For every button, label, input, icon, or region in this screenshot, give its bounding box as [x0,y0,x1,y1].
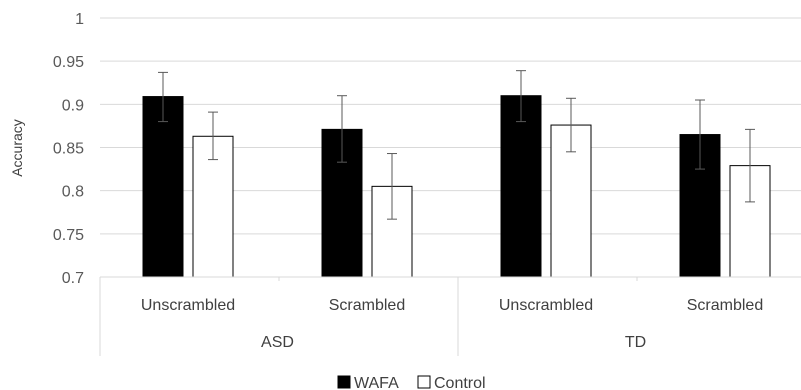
y-tick-label: 0.9 [62,97,84,114]
error-bar-control-1 [387,153,397,220]
bars [142,95,771,278]
y-tick-label: 0.7 [62,270,84,287]
y-tick-label: 0.75 [53,227,84,244]
x-category-label: Unscrambled [499,297,593,314]
x-category-label: Scrambled [687,297,763,314]
error-bar-control-3 [745,128,755,203]
legend-swatch [417,375,431,389]
y-axis-title: Accuracy [9,119,25,177]
bar-wafa-0 [142,96,184,278]
legend-item-control: Control [417,375,486,390]
error-bar-control-0 [208,111,218,161]
error-bars [158,70,755,220]
x-group-label: ASD [261,334,294,351]
error-bar-wafa-1 [337,95,347,163]
x-axis: Unscrambled Scrambled ASD Unscrambled Scramb… [99,276,801,356]
error-bar-wafa-3 [695,99,705,170]
error-bar-wafa-2 [516,70,526,123]
legend-label: Control [434,375,486,390]
legend-label: WAFA [354,375,399,390]
x-category-label: Unscrambled [141,297,235,314]
y-tick-label: 1 [75,11,84,28]
x-group-label: TD [625,334,646,351]
y-axis-ticks: 0.7 0.75 0.8 0.85 0.9 0.95 1 [53,11,84,287]
y-tick-label: 0.8 [62,184,84,201]
error-bar-control-2 [566,97,576,153]
y-tick-label: 0.95 [53,54,84,71]
bar-wafa-2 [500,95,542,278]
legend-item-wafa: WAFA [337,375,399,390]
error-bar-wafa-0 [158,71,168,123]
x-category-label: Scrambled [329,297,405,314]
legend: WAFA Control [337,375,486,390]
y-tick-label: 0.85 [53,141,84,158]
legend-swatch [337,375,351,389]
